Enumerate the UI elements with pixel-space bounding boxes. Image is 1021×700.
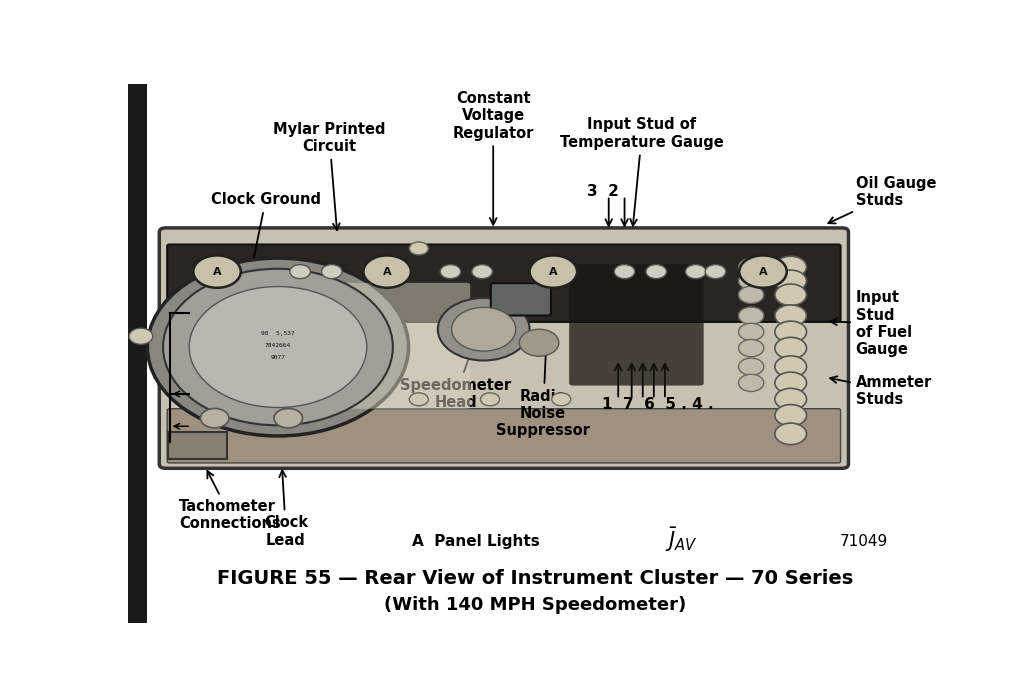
Circle shape [775,337,807,359]
Circle shape [481,393,499,406]
Circle shape [738,258,764,276]
Circle shape [409,393,429,406]
Circle shape [738,286,764,303]
Circle shape [129,328,153,344]
Circle shape [646,265,667,279]
FancyBboxPatch shape [167,244,840,322]
Text: A: A [212,267,222,276]
Text: Ammeter
Studs: Ammeter Studs [830,375,932,407]
Circle shape [738,340,764,357]
Circle shape [738,374,764,391]
Text: Input Stud of
Temperature Gauge: Input Stud of Temperature Gauge [561,118,724,226]
Circle shape [322,265,342,279]
Circle shape [551,393,571,406]
Circle shape [147,258,408,436]
Text: 1  7  6  5 . 4 .: 1 7 6 5 . 4 . [602,397,714,412]
Bar [128,84,147,623]
Text: Constant
Voltage
Regulator: Constant Voltage Regulator [452,91,534,225]
Circle shape [738,358,764,375]
Circle shape [775,321,807,343]
Circle shape [706,265,726,279]
Text: A: A [383,267,391,276]
FancyBboxPatch shape [159,228,848,468]
Circle shape [775,305,807,326]
Text: Mylar Printed
Circuit: Mylar Printed Circuit [274,122,386,230]
Circle shape [738,323,764,340]
Circle shape [738,307,764,324]
Text: 71049: 71049 [839,533,887,549]
Circle shape [530,256,577,288]
Circle shape [775,423,807,445]
Circle shape [738,272,764,290]
Text: 9077: 9077 [271,355,286,360]
Circle shape [189,286,367,407]
FancyBboxPatch shape [491,284,551,316]
Circle shape [520,329,558,356]
FancyBboxPatch shape [569,265,703,386]
Circle shape [775,284,807,306]
Circle shape [685,265,707,279]
FancyBboxPatch shape [167,409,840,463]
Circle shape [200,409,229,428]
Circle shape [409,242,429,255]
Text: Radio
Noise
Suppressor: Radio Noise Suppressor [496,332,590,438]
Circle shape [775,372,807,393]
Text: Clock
Lead: Clock Lead [263,470,308,547]
Circle shape [274,409,302,428]
Text: A: A [549,267,557,276]
Text: A: A [759,267,768,276]
Circle shape [440,265,460,279]
Bar [168,432,228,458]
Text: (With 140 MPH Speedometer): (With 140 MPH Speedometer) [384,596,686,614]
Text: 98  5,537: 98 5,537 [261,331,295,336]
Circle shape [775,256,807,278]
Text: 7842664: 7842664 [264,343,291,348]
Circle shape [615,265,635,279]
Circle shape [472,265,492,279]
Text: Oil Gauge
Studs: Oil Gauge Studs [828,176,936,223]
Circle shape [775,389,807,410]
Text: $\bar{J}_{AV}$: $\bar{J}_{AV}$ [666,525,697,554]
Circle shape [775,270,807,292]
Circle shape [290,265,310,279]
Circle shape [193,256,241,288]
Circle shape [363,256,410,288]
Text: Clock Ground: Clock Ground [210,193,321,271]
Text: Input
Stud
of Fuel
Gauge: Input Stud of Fuel Gauge [830,290,912,358]
FancyBboxPatch shape [273,283,471,409]
Text: Tachometer
Housing: Tachometer Housing [253,342,350,419]
Circle shape [451,307,516,351]
Text: A  Panel Lights: A Panel Lights [411,533,540,549]
Circle shape [739,256,787,288]
Circle shape [438,298,530,360]
Text: Tachometer
Connections: Tachometer Connections [179,471,281,531]
Text: 3  2: 3 2 [587,184,619,199]
Circle shape [163,269,393,426]
Text: FIGURE 55 — Rear View of Instrument Cluster — 70 Series: FIGURE 55 — Rear View of Instrument Clus… [217,569,854,588]
Circle shape [775,356,807,377]
Circle shape [775,405,807,426]
Text: Speedometer
Head: Speedometer Head [400,332,512,410]
